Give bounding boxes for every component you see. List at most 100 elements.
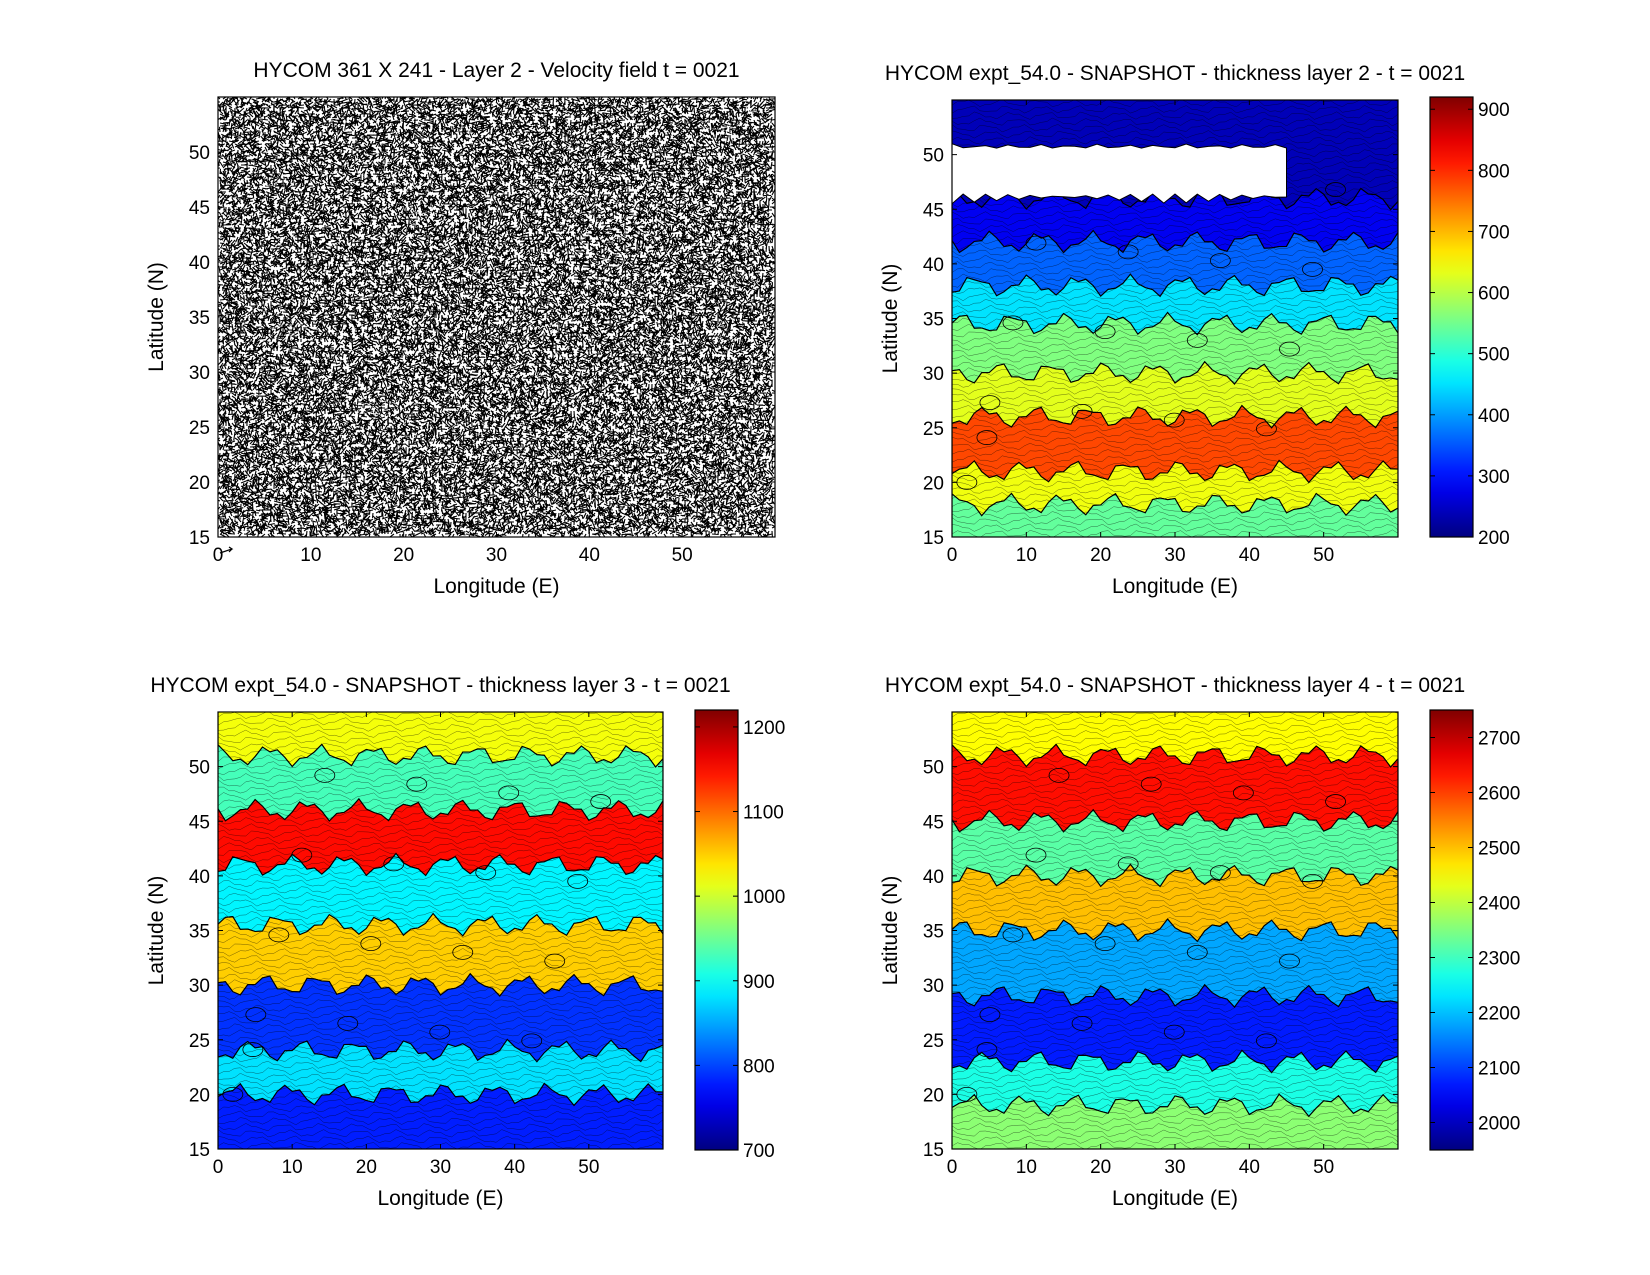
contour-line: [218, 1054, 663, 1063]
contour-line: [952, 373, 1398, 382]
eddy-mark: [644, 219, 667, 237]
eddy-contour: [1302, 261, 1323, 277]
y-tick-label: 45: [923, 812, 944, 833]
contour-line: [218, 792, 663, 801]
contour-line: [952, 292, 1398, 301]
contour-line: [218, 948, 663, 957]
colorbar-gradient: [1429, 709, 1474, 1151]
eddy-mark: [537, 325, 554, 335]
eddy-contour: [544, 953, 566, 969]
contour-line: [952, 885, 1398, 895]
contour-line: [218, 785, 663, 795]
x-tick-label: 40: [504, 1157, 525, 1178]
contour-line: [952, 354, 1398, 364]
contour-line: [952, 454, 1398, 464]
contour-line: [952, 242, 1398, 251]
eddy-contour: [1094, 936, 1116, 952]
eddy-mark: [394, 435, 419, 449]
contour-line: [952, 304, 1398, 314]
eddy-contour: [1232, 785, 1254, 801]
eddy-mark: [353, 403, 376, 415]
contour-line: [952, 866, 1398, 876]
y-tick-label: 15: [189, 528, 210, 549]
plot-area-1: [218, 97, 775, 537]
contour-line: [952, 966, 1398, 976]
eddy-contour: [1071, 403, 1093, 419]
colorbar-tick-label: 400: [1478, 406, 1510, 427]
eddy-contour: [1256, 421, 1277, 437]
contour-line: [952, 461, 1398, 470]
x-tick-label: 10: [1016, 1157, 1037, 1178]
x-tick-label: 30: [1164, 545, 1185, 566]
eddy-mark: [393, 169, 434, 184]
contour-line: [218, 960, 663, 970]
contour-line: [952, 317, 1398, 326]
x-tick-label: 40: [1239, 545, 1260, 566]
plot-area-4: [952, 712, 1398, 1149]
eddy-contour: [1071, 1015, 1093, 1031]
y-tick-label: 25: [923, 419, 944, 440]
contour-line: [218, 735, 663, 745]
y-tick-label: 50: [923, 758, 944, 779]
contour-line: [218, 898, 663, 907]
y-tick-label: 20: [189, 473, 210, 494]
contour-line: [952, 123, 1398, 133]
eddy-contour: [1279, 953, 1300, 969]
contour-line: [218, 923, 663, 932]
eddy-mark: [355, 407, 381, 419]
contour-line: [218, 1129, 663, 1138]
x-tick-label: 40: [579, 545, 600, 566]
eddy-mark: [735, 274, 758, 291]
eddy-contour: [567, 873, 589, 889]
contour-line: [952, 117, 1398, 127]
contour-line: [952, 323, 1398, 333]
contour-line: [218, 779, 663, 788]
contour-line: [952, 486, 1398, 495]
eddy-contour: [383, 856, 405, 872]
eddy-contour: [452, 944, 474, 960]
colorbar-tick-label: 700: [1478, 222, 1510, 243]
eddy-contour: [429, 1024, 451, 1040]
contour-line: [952, 748, 1398, 757]
contour-line: [218, 929, 663, 938]
contour-line: [952, 198, 1398, 208]
contour-line: [952, 923, 1398, 932]
contour-line: [952, 1060, 1398, 1069]
plot-area-2: [952, 100, 1398, 537]
contour-line: [952, 873, 1398, 882]
eddy-mark: [218, 209, 245, 224]
eddy-contour: [1163, 412, 1185, 428]
contour-line: [218, 1029, 663, 1038]
colorbar-tick-label: 2300: [1478, 949, 1520, 970]
colorbar-tick-label: 1000: [743, 887, 785, 908]
contour-line: [952, 479, 1398, 489]
colorbar-tick-label: 500: [1478, 345, 1510, 366]
eddy-mark: [711, 320, 746, 341]
contour-line: [952, 217, 1398, 226]
contour-line: [218, 754, 663, 764]
contour-line: [952, 1047, 1398, 1057]
contour-line: [218, 1079, 663, 1088]
eddy-mark: [308, 463, 346, 482]
eddy-contour: [360, 936, 382, 952]
contour-line: [218, 817, 663, 826]
eddy-contour: [1209, 253, 1231, 268]
x-tick-label: 50: [1313, 545, 1334, 566]
colorbar-tick-label: 2000: [1478, 1114, 1520, 1135]
contour-line: [952, 717, 1398, 726]
x-tick-label: 20: [356, 1157, 377, 1178]
x-tick-label: 20: [1090, 1157, 1111, 1178]
colorbar-tick-label: 800: [1478, 161, 1510, 182]
eddy-mark: [747, 488, 766, 504]
x-tick-label: 0: [947, 1157, 958, 1178]
eddy-mark: [372, 405, 397, 418]
eddy-contour: [521, 1033, 543, 1049]
contour-line: [952, 136, 1398, 145]
contour-line: [952, 248, 1398, 258]
contour-line: [952, 192, 1398, 201]
colorbar-2: 200 300 400 500 600 700 800 900: [1429, 96, 1510, 549]
reference-arrow: [219, 546, 234, 554]
y-tick-label: 20: [923, 473, 944, 494]
y-tick-label: 50: [923, 146, 944, 167]
eddy-mark: [681, 336, 704, 354]
